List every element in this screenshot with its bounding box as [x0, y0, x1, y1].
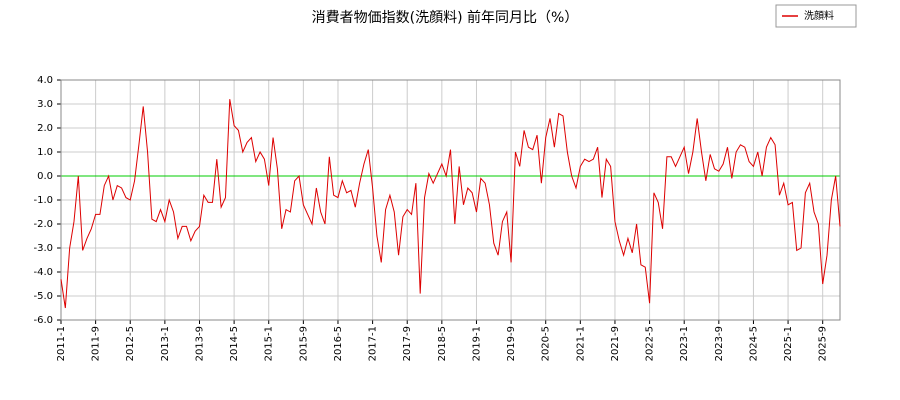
- x-tick-label: 2017-9: [402, 326, 413, 361]
- y-tick-label: 2.0: [37, 123, 53, 134]
- x-tick-label: 2016-5: [333, 326, 344, 361]
- x-tick-label: 2011-9: [91, 326, 102, 361]
- legend-label: 洗顔料: [804, 9, 834, 22]
- data-line: [60, 99, 841, 309]
- x-tick-label: 2024-5: [748, 326, 759, 361]
- y-tick-label: -4.0: [33, 267, 53, 278]
- x-tick-label: 2019-9: [506, 326, 517, 361]
- x-tick-label: 2014-5: [229, 326, 240, 361]
- x-tick-label: 2013-1: [160, 326, 171, 361]
- x-tick-label: 2015-9: [298, 326, 309, 361]
- x-tick-label: 2017-1: [368, 326, 379, 361]
- y-tick-label: -2.0: [33, 219, 53, 230]
- y-tick-label: 0.0: [37, 171, 53, 182]
- x-tick-label: 2021-9: [610, 326, 621, 361]
- x-tick-label: 2025-9: [818, 326, 829, 361]
- y-tick-label: 1.0: [37, 147, 53, 158]
- x-tick-label: 2019-1: [471, 326, 482, 361]
- y-tick-label: 4.0: [37, 75, 53, 86]
- x-tick-label: 2011-1: [56, 326, 67, 361]
- x-tick-label: 2022-5: [645, 326, 656, 361]
- y-tick-label: -5.0: [33, 291, 53, 302]
- x-tick-label: 2015-1: [264, 326, 275, 361]
- y-tick-label: -3.0: [33, 243, 53, 254]
- y-tick-label: -6.0: [33, 315, 53, 326]
- legend-box: [775, 4, 857, 28]
- x-tick-label: 2013-9: [194, 326, 205, 361]
- y-tick-label: 3.0: [37, 99, 53, 110]
- x-tick-label: 2012-5: [125, 326, 136, 361]
- x-tick-label: 2023-9: [714, 326, 725, 361]
- plot-frame: [60, 79, 841, 321]
- x-tick-label: 2018-5: [437, 326, 448, 361]
- y-tick-label: -1.0: [33, 195, 53, 206]
- x-tick-label: 2025-1: [783, 326, 794, 361]
- x-tick-label: 2021-1: [575, 326, 586, 361]
- x-tick-label: 2020-5: [541, 326, 552, 361]
- chart-title: 消費者物価指数(洗顔料) 前年同月比（%）: [312, 9, 579, 26]
- x-tick-label: 2023-1: [679, 326, 690, 361]
